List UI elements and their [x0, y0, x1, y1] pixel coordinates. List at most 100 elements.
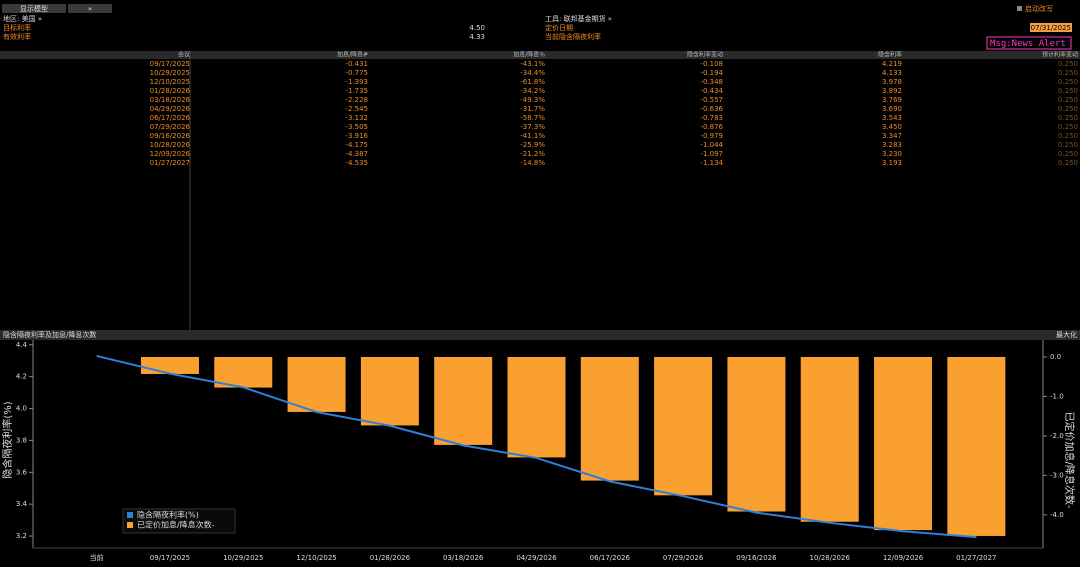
table-cell: 06/17/2026	[150, 114, 191, 122]
table-cell: -2.228	[345, 96, 368, 104]
toggle-box[interactable]	[1017, 6, 1022, 11]
table-cell: -0.194	[700, 69, 723, 77]
column-header: 隐含利率变动	[687, 51, 723, 59]
table-cell: -61.8%	[520, 78, 545, 86]
instrument[interactable]: 工具: 联邦基金期货 »	[545, 14, 612, 23]
pricing-date-label: 定价日期	[545, 23, 573, 32]
expand-button[interactable]	[68, 4, 112, 13]
table-cell: 04/29/2026	[150, 105, 191, 113]
table-cell: 0.250	[1058, 141, 1078, 149]
x-tick-label: 03/18/2026	[443, 554, 484, 562]
table-header-bar	[0, 51, 1080, 59]
table-cell: -14.8%	[520, 159, 545, 167]
x-tick-label: 06/17/2026	[590, 554, 631, 562]
effective-rate: 4.33	[469, 33, 485, 41]
column-header: 加息/降息%	[513, 51, 545, 59]
bar	[580, 356, 639, 481]
table-cell: 3.450	[882, 123, 902, 131]
x-tick-label: 01/28/2026	[370, 554, 411, 562]
table-cell: 3.892	[882, 87, 902, 95]
bar	[507, 356, 566, 458]
table-cell: -25.9%	[520, 141, 545, 149]
table-cell: 3.193	[882, 159, 902, 167]
pricing-date[interactable]: 07/31/2025	[1031, 24, 1071, 32]
chart-header-bar	[0, 330, 1080, 340]
x-tick-label: 09/17/2025	[150, 554, 190, 562]
column-header: 加息/降息#	[337, 51, 368, 59]
target-rate: 4.50	[469, 24, 485, 32]
model-button[interactable]	[2, 4, 66, 13]
y2-tick-label: 0.0	[1050, 353, 1061, 361]
table-cell: 0.250	[1058, 60, 1078, 68]
expand-button-label[interactable]: »	[88, 5, 92, 13]
bar	[654, 356, 713, 496]
y-tick-label: 4.0	[16, 405, 27, 413]
table-cell: 3.230	[882, 150, 902, 158]
x-tick-label: 当前	[90, 553, 104, 562]
table-cell: -0.876	[700, 123, 723, 131]
y-tick-label: 3.4	[16, 500, 28, 508]
table-cell: -0.636	[700, 105, 723, 113]
alert[interactable]: Msg:News Alert	[990, 39, 1066, 49]
table-cell: 03/18/2026	[150, 96, 191, 104]
bar	[360, 356, 419, 426]
region[interactable]: 地区: 美国 »	[3, 14, 42, 23]
table-cell: 4.219	[882, 60, 902, 68]
table-cell: -31.7%	[520, 105, 545, 113]
model-button-label[interactable]: 显示模型	[20, 4, 48, 13]
x-tick-label: 10/28/2026	[810, 554, 851, 562]
bar	[727, 356, 786, 512]
table-cell: 0.250	[1058, 159, 1078, 167]
table-cell: 10/29/2025	[150, 69, 190, 77]
bar	[434, 356, 493, 445]
table-cell: 0.250	[1058, 87, 1078, 95]
table-cell: 12/09/2026	[150, 150, 191, 158]
table-cell: 10/28/2026	[150, 141, 191, 149]
y-tick-label: 4.4	[16, 341, 28, 349]
table-cell: 09/16/2026	[150, 132, 191, 140]
x-tick-label: 09/16/2026	[736, 554, 777, 562]
table-cell: -1.134	[700, 159, 723, 167]
table-cell: -34.2%	[520, 87, 545, 95]
table-cell: 07/29/2026	[150, 123, 191, 131]
table-cell: 3.769	[882, 96, 902, 104]
table-cell: -0.348	[700, 78, 723, 86]
table-cell: 3.543	[882, 114, 902, 122]
pricing-date-box[interactable]	[1030, 23, 1072, 32]
toggle-label[interactable]: 启动改写	[1025, 4, 1053, 13]
table-cell: 0.250	[1058, 69, 1078, 77]
y2-axis-label: 已定价加息/降息次数-	[1063, 412, 1076, 509]
y2-tick-label: -4.0	[1050, 511, 1064, 519]
table-cell: -0.108	[700, 60, 723, 68]
bar	[140, 356, 199, 374]
bar	[947, 356, 1006, 536]
table-cell: 0.250	[1058, 123, 1078, 131]
y-tick-label: 4.2	[16, 373, 27, 381]
legend-label: 已定价加息/降息次数-	[137, 520, 215, 530]
table-cell: -3.505	[345, 123, 368, 131]
table-cell: -3.132	[345, 114, 368, 122]
table-cell: -41.1%	[520, 132, 545, 140]
line	[96, 354, 977, 539]
x-tick-label: 01/27/2027	[956, 554, 996, 562]
alert-box[interactable]	[986, 36, 1072, 50]
table-cell: -1.735	[345, 87, 368, 95]
bar	[287, 356, 346, 412]
table-cell: 01/28/2026	[150, 87, 191, 95]
table-cell: -49.3%	[520, 96, 545, 104]
maximize[interactable]: 最大化	[1056, 330, 1077, 339]
table-cell: 0.250	[1058, 132, 1078, 140]
table-cell: -0.783	[700, 114, 723, 122]
table-cell: -4.175	[345, 141, 368, 149]
target-rate-label: 目标利率	[3, 23, 31, 32]
table-cell: -0.557	[700, 96, 723, 104]
table-cell: -1.393	[345, 78, 368, 86]
legend-label: 隐含隔夜利率(%)	[137, 510, 199, 520]
table-cell: 4.133	[882, 69, 902, 77]
chart-title: 隐含隔夜利率及加息/降息次数	[3, 330, 96, 339]
legend	[122, 508, 236, 534]
table-cell: -1.044	[700, 141, 723, 149]
y-axis-label: 隐含隔夜利率(%)	[1, 401, 14, 478]
table-cell: -37.3%	[520, 123, 545, 131]
table-cell: 0.250	[1058, 150, 1078, 158]
